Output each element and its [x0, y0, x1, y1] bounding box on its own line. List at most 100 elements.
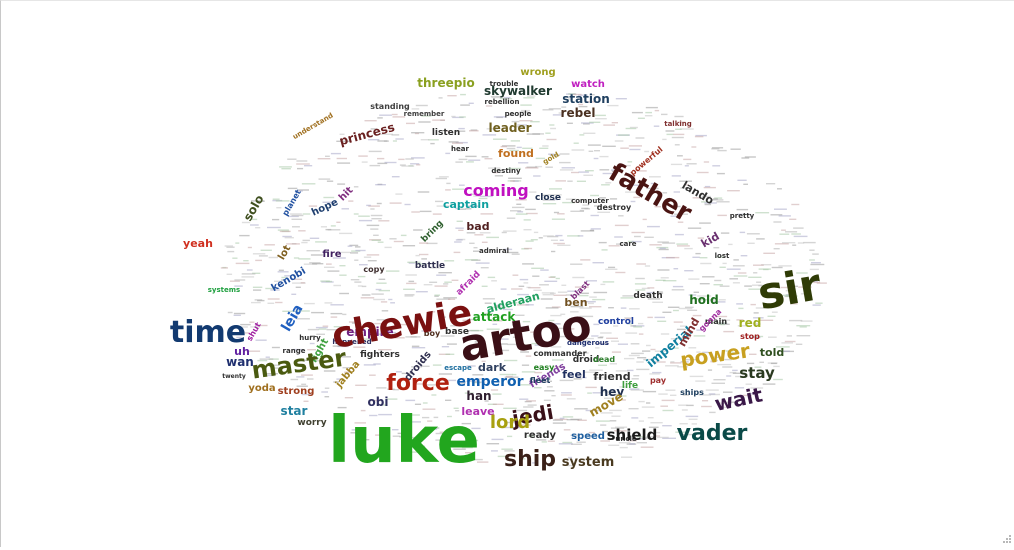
filler-word-texture	[619, 446, 628, 449]
filler-word-texture	[702, 351, 709, 354]
filler-word-texture	[628, 408, 639, 410]
filler-word-texture	[465, 452, 475, 454]
filler-word-texture	[610, 427, 625, 429]
filler-word-texture	[531, 342, 540, 345]
filler-word-texture	[349, 244, 359, 247]
filler-word-texture	[493, 169, 499, 171]
filler-word-texture	[330, 316, 338, 318]
filler-word-texture	[257, 324, 268, 327]
filler-word-texture	[293, 308, 302, 310]
filler-word-texture	[793, 235, 808, 238]
filler-word-texture	[399, 164, 406, 166]
word-understand: understand	[291, 111, 334, 141]
filler-word-texture	[703, 186, 716, 189]
filler-word-texture	[666, 256, 680, 259]
filler-word-texture	[724, 358, 732, 361]
filler-word-texture	[620, 307, 627, 309]
filler-word-texture	[670, 361, 675, 363]
filler-word-texture	[595, 114, 606, 117]
filler-word-texture	[296, 310, 310, 312]
filler-word-texture	[586, 101, 597, 103]
filler-word-texture	[680, 187, 687, 189]
filler-word-texture	[452, 457, 461, 460]
filler-word-texture	[719, 323, 725, 326]
filler-word-texture	[333, 284, 341, 287]
filler-word-texture	[466, 439, 479, 442]
filler-word-texture	[588, 431, 595, 434]
filler-word-texture	[629, 148, 641, 151]
filler-word-texture	[259, 358, 274, 360]
filler-word-texture	[366, 224, 380, 227]
filler-word-texture	[573, 378, 582, 380]
filler-word-texture	[574, 286, 589, 288]
filler-word-texture	[621, 399, 626, 401]
filler-word-texture	[585, 409, 599, 412]
word-hear: hear	[451, 145, 469, 153]
filler-word-texture	[753, 264, 764, 266]
filler-word-texture	[711, 382, 725, 384]
filler-word-texture	[716, 201, 730, 203]
filler-word-texture	[375, 184, 386, 186]
filler-word-texture	[607, 104, 619, 107]
filler-word-texture	[373, 272, 378, 274]
filler-word-texture	[759, 319, 774, 321]
filler-word-texture	[589, 306, 602, 308]
filler-word-texture	[492, 352, 497, 354]
filler-word-texture	[516, 304, 530, 306]
filler-word-texture	[226, 246, 235, 248]
filler-word-texture	[570, 434, 579, 437]
filler-word-texture	[246, 269, 253, 271]
word-bring: bring	[420, 219, 446, 245]
filler-word-texture	[324, 396, 330, 398]
filler-word-texture	[523, 406, 534, 408]
filler-word-texture	[509, 149, 519, 152]
filler-word-texture	[517, 124, 527, 126]
filler-word-texture	[510, 210, 522, 212]
filler-word-texture	[371, 239, 381, 241]
word-leia: leia	[278, 302, 306, 335]
filler-word-texture	[495, 338, 509, 340]
filler-word-texture	[309, 342, 315, 345]
filler-word-texture	[330, 304, 344, 306]
filler-word-texture	[348, 200, 354, 202]
filler-word-texture	[241, 276, 255, 278]
filler-word-texture	[384, 246, 392, 249]
filler-word-texture	[709, 299, 715, 301]
filler-word-texture	[585, 386, 597, 389]
filler-word-texture	[591, 335, 599, 337]
filler-word-texture	[377, 241, 384, 243]
filler-word-texture	[688, 294, 697, 296]
filler-word-texture	[342, 313, 347, 316]
filler-word-texture	[245, 332, 250, 334]
filler-word-texture	[527, 435, 534, 437]
filler-word-texture	[600, 412, 613, 414]
filler-word-texture	[371, 218, 382, 220]
filler-word-texture	[735, 375, 749, 378]
filler-word-texture	[361, 285, 367, 288]
filler-word-texture	[464, 392, 474, 394]
filler-word-texture	[570, 305, 584, 308]
filler-word-texture	[503, 96, 511, 99]
filler-word-texture	[511, 120, 520, 123]
filler-word-texture	[411, 345, 420, 347]
word-copy: copy	[363, 265, 385, 274]
filler-word-texture	[713, 247, 720, 249]
filler-word-texture	[617, 343, 628, 345]
resize-grip-icon[interactable]	[998, 531, 1012, 545]
filler-word-texture	[301, 183, 316, 185]
filler-word-texture	[390, 302, 395, 304]
filler-word-texture	[602, 145, 616, 147]
filler-word-texture	[486, 443, 500, 445]
filler-word-texture	[674, 233, 684, 236]
filler-word-texture	[462, 319, 471, 321]
filler-word-texture	[338, 356, 351, 358]
filler-word-texture	[506, 147, 516, 150]
filler-word-texture	[380, 301, 388, 303]
filler-word-texture	[626, 383, 633, 385]
filler-word-texture	[234, 279, 246, 281]
filler-word-texture	[491, 280, 497, 282]
filler-word-texture	[703, 161, 710, 163]
filler-word-texture	[455, 410, 460, 412]
filler-word-texture	[665, 365, 679, 367]
filler-word-texture	[608, 444, 620, 446]
